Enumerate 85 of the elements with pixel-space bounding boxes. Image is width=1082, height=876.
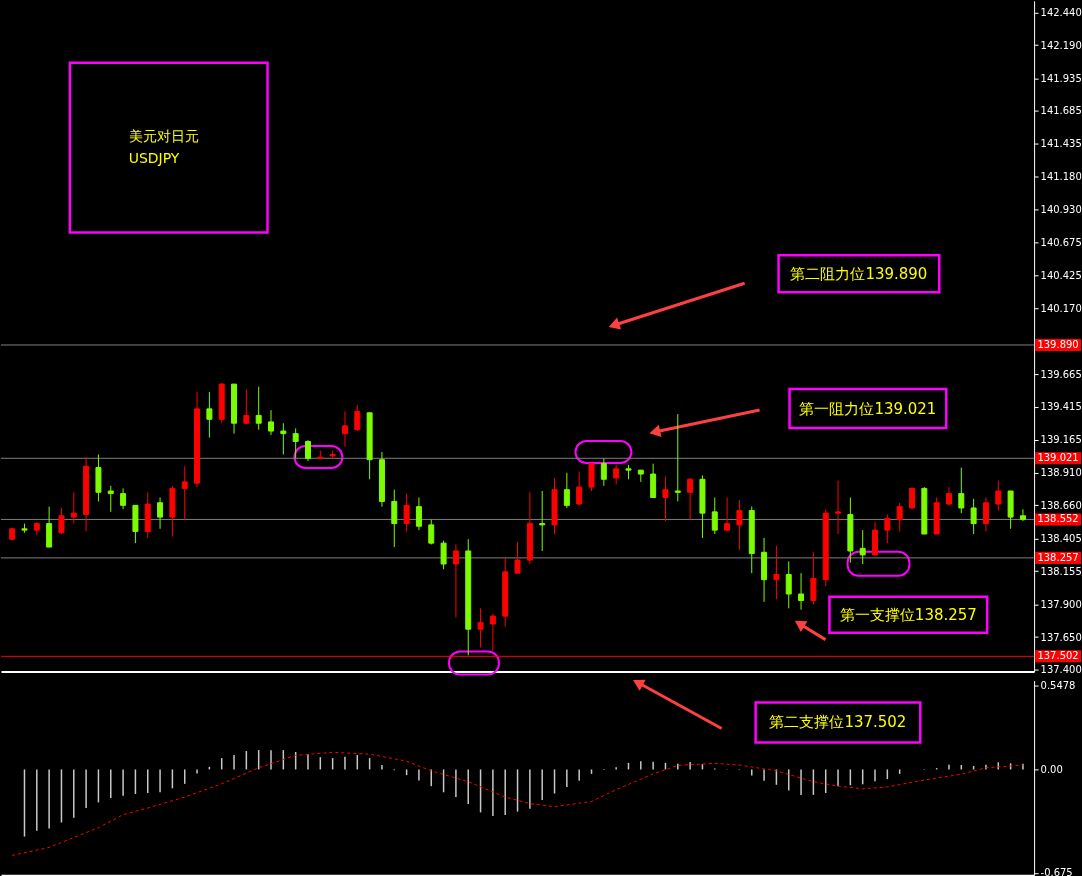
y-tick-label: 139.165 <box>1040 434 1082 445</box>
candlestick <box>982 497 989 532</box>
candlestick <box>58 507 65 535</box>
ref-line-label: 139.021 <box>1037 452 1079 464</box>
candlestick <box>477 607 484 648</box>
candlestick <box>674 413 681 502</box>
y-tick-label: 138.660 <box>1040 499 1082 511</box>
candlestick <box>859 529 866 565</box>
candlestick <box>896 502 903 532</box>
candlestick <box>563 472 570 509</box>
candlestick <box>391 489 398 548</box>
candlestick <box>292 427 299 459</box>
y-tick-label: 138.405 <box>1040 533 1082 545</box>
ref-line-label: 138.257 <box>1037 551 1079 563</box>
candlestick <box>514 541 521 574</box>
candlestick <box>662 476 669 522</box>
candlestick <box>995 480 1002 512</box>
candlestick <box>1019 508 1026 522</box>
candlestick <box>711 497 718 535</box>
candlestick <box>206 391 213 439</box>
ref-line-label: 138.552 <box>1037 513 1079 525</box>
y-tick-label: 139.665 <box>1040 368 1082 380</box>
candlestick <box>539 490 546 552</box>
candlestick <box>489 613 496 652</box>
y-tick-label: 141.935 <box>1040 72 1082 84</box>
y-tick-label: 141.435 <box>1040 138 1082 150</box>
text: USDJPY <box>128 149 180 166</box>
y-tick-label: 137.900 <box>1040 598 1082 610</box>
candlestick <box>452 543 459 618</box>
y-tick-label: 142.190 <box>1040 39 1082 51</box>
text: 美元对日元 <box>128 127 199 144</box>
candlestick <box>835 480 842 535</box>
candlestick <box>354 404 361 432</box>
candlestick <box>255 386 262 431</box>
candlestick <box>576 470 583 506</box>
candlestick <box>428 519 435 545</box>
candlestick <box>613 464 620 485</box>
candlestick <box>268 409 275 436</box>
y-tick-label: 137.400 <box>1040 664 1082 676</box>
y-tick-label: 140.425 <box>1040 269 1082 281</box>
candlestick <box>415 497 422 531</box>
y-tick-label: 0.00 <box>1040 763 1063 775</box>
y-tick-label: 140.675 <box>1040 237 1082 249</box>
candlestick <box>157 497 164 530</box>
ref-line-label: 137.502 <box>1037 650 1079 662</box>
y-tick-label: 140.170 <box>1040 302 1082 314</box>
y-tick-label: 141.180 <box>1040 171 1082 183</box>
y-tick-label: 137.650 <box>1040 631 1082 643</box>
candlestick <box>70 491 77 525</box>
y-tick-label: 138.155 <box>1040 565 1082 577</box>
candlestick <box>773 545 780 600</box>
candlestick <box>181 465 188 521</box>
candlestick <box>107 485 114 513</box>
y-tick-label: 0.5478 <box>1040 679 1076 691</box>
candlestick <box>403 493 410 532</box>
candlestick <box>120 487 127 510</box>
candlestick <box>280 422 287 455</box>
candlestick <box>243 388 250 426</box>
candlestick <box>341 410 348 448</box>
candlestick <box>588 463 595 492</box>
candlestick <box>46 506 53 548</box>
candlestick <box>305 439 311 462</box>
candlestick <box>600 457 607 487</box>
candlestick <box>440 540 447 570</box>
y-tick-label: 141.685 <box>1040 105 1082 117</box>
candlestick <box>970 498 977 535</box>
candlestick <box>724 497 731 532</box>
annotation: 第二支撑位137.502 <box>769 713 907 732</box>
y-tick-label: 138.910 <box>1040 467 1082 479</box>
annotation: 第一支撑位138.257 <box>839 605 977 624</box>
candlestick <box>958 467 965 514</box>
candlestick <box>687 477 694 521</box>
y-tick-label: 140.930 <box>1040 203 1082 215</box>
y-tick-label: 139.415 <box>1040 401 1082 413</box>
candlestick <box>884 513 891 544</box>
y-tick-label: 142.440 <box>1040 7 1082 19</box>
y-tick-label: -0.675 <box>1040 867 1073 876</box>
candlestick <box>810 551 817 605</box>
ref-line-label: 139.890 <box>1037 338 1079 350</box>
annotation: 第一阻力位139.021 <box>799 399 937 418</box>
annotation: 第二阻力位139.890 <box>790 264 928 283</box>
candlestick <box>650 463 657 499</box>
candlestick <box>798 572 805 611</box>
candlestick <box>785 560 792 609</box>
candlestick <box>736 499 743 551</box>
